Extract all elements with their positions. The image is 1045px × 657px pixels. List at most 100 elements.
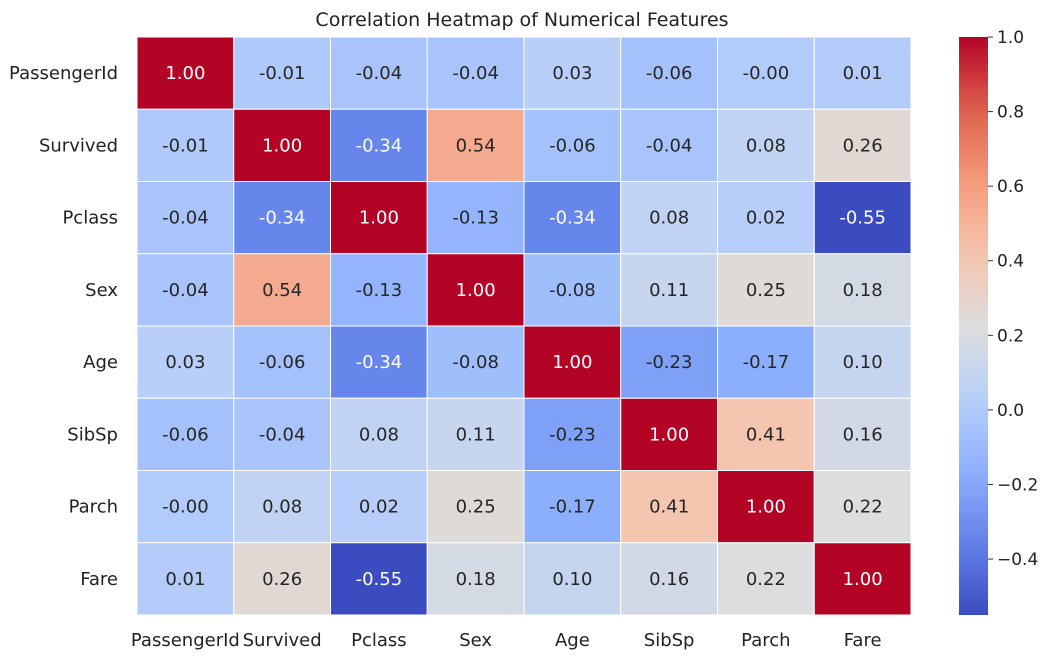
heatmap-cell <box>136 470 235 544</box>
heatmap-cell <box>523 181 622 255</box>
column-tick-label: SibSp <box>644 630 695 651</box>
cell-value-label: -0.08 <box>549 280 596 301</box>
cell-value-label: -0.00 <box>162 497 209 518</box>
heatmap-cell <box>233 181 331 255</box>
cell-value-label: 0.02 <box>359 497 399 518</box>
cell-value-label: 0.16 <box>649 569 689 590</box>
heatmap-cell <box>330 325 428 399</box>
heatmap-cell <box>523 470 622 544</box>
cell-value-label: 0.01 <box>165 569 205 590</box>
heatmap-cell <box>813 325 912 399</box>
heatmap-cell <box>717 397 815 471</box>
heatmap-cell <box>620 108 718 182</box>
heatmap-cell <box>717 181 815 255</box>
heatmap-cell <box>813 181 912 255</box>
cell-value-label: 0.41 <box>746 424 786 445</box>
cell-value-label: -0.55 <box>356 569 403 590</box>
colorbar-tick-label: 0.0 <box>997 401 1024 421</box>
heatmap-cell <box>136 542 235 616</box>
heatmap-cell <box>426 325 525 399</box>
cell-value-label: -0.17 <box>743 352 790 373</box>
column-tick-label: Parch <box>741 630 790 651</box>
heatmap-cell <box>330 542 428 616</box>
column-tick-label: Sex <box>459 630 492 651</box>
cell-value-label: 0.11 <box>456 424 496 445</box>
colorbar-tick-label: 1.0 <box>997 28 1024 48</box>
heatmap-cell <box>523 542 622 616</box>
row-labels: PassengerId Survived Pclass Sex Age SibSp Parc… <box>9 63 118 590</box>
column-tick-label: Pclass <box>351 630 407 651</box>
heatmap-cell <box>330 253 428 327</box>
heatmap-cell <box>717 470 815 544</box>
cell-value-label: 0.25 <box>456 497 496 518</box>
heatmap-cell <box>813 108 912 182</box>
heatmap-cell <box>523 253 622 327</box>
heatmap-cell <box>233 397 331 471</box>
colorbar-tick-label: 0.4 <box>997 252 1024 272</box>
cell-value-label: 0.25 <box>746 280 786 301</box>
cell-value-label: 0.22 <box>746 569 786 590</box>
cell-value-label: 0.03 <box>552 63 592 84</box>
cell-value-label: 0.16 <box>843 424 883 445</box>
cell-value-label: 0.10 <box>552 569 592 590</box>
row-tick-label: Pclass <box>62 208 118 229</box>
cell-value-label: 0.54 <box>262 280 302 301</box>
column-tick-label: Survived <box>243 630 322 651</box>
heatmap-cell <box>620 181 718 255</box>
cell-value-label: -0.04 <box>356 63 403 84</box>
cell-value-label: -0.04 <box>646 135 693 156</box>
heatmap-cell <box>523 397 622 471</box>
column-labels: PassengerId Survived Pclass Sex Age SibSp Parc… <box>131 630 882 651</box>
cell-value-label: 1.00 <box>843 569 883 590</box>
cell-value-label: -0.23 <box>646 352 693 373</box>
cell-value-label: -0.06 <box>162 424 209 445</box>
cell-value-label: -0.34 <box>356 135 403 156</box>
cell-value-label: 1.00 <box>746 497 786 518</box>
cell-value-label: -0.23 <box>549 424 596 445</box>
heatmap-cell <box>620 325 718 399</box>
column-tick-label: Fare <box>844 630 882 651</box>
heatmap-cell <box>426 253 525 327</box>
cell-value-label: 0.08 <box>649 208 689 229</box>
cell-value-label: -0.08 <box>452 352 499 373</box>
row-tick-label: Age <box>83 352 118 373</box>
cell-value-label: 0.03 <box>165 352 205 373</box>
heatmap-cell <box>717 253 815 327</box>
cell-value-label: 0.02 <box>746 208 786 229</box>
colorbar-tick-label: 0.2 <box>997 326 1024 346</box>
row-tick-label: Parch <box>69 497 118 518</box>
heatmap-cell <box>330 470 428 544</box>
heatmap-cell <box>813 470 912 544</box>
heatmap-cell <box>523 36 622 110</box>
cell-value-label: -0.01 <box>259 63 306 84</box>
colorbar-tick-label: 0.6 <box>997 177 1024 197</box>
cell-value-label: 1.00 <box>456 280 496 301</box>
heatmap-cell <box>330 181 428 255</box>
cell-value-label: 1.00 <box>165 63 205 84</box>
cell-value-label: 0.26 <box>843 135 883 156</box>
cell-value-label: 1.00 <box>359 208 399 229</box>
row-tick-label: PassengerId <box>9 63 118 84</box>
heatmap-cell <box>426 542 525 616</box>
cell-value-label: 0.10 <box>843 352 883 373</box>
row-tick-label: Survived <box>39 135 118 156</box>
colorbar-tick-label: 0.8 <box>997 103 1024 123</box>
cell-value-label: -0.13 <box>452 208 499 229</box>
cell-value-label: 0.54 <box>456 135 496 156</box>
cell-value-label: -0.00 <box>743 63 790 84</box>
heatmap-cell <box>717 325 815 399</box>
cell-value-label: -0.17 <box>549 497 596 518</box>
cell-value-label: 0.08 <box>359 424 399 445</box>
row-tick-label: Fare <box>80 569 118 590</box>
cell-value-label: 0.18 <box>843 280 883 301</box>
cell-value-label: 0.18 <box>456 569 496 590</box>
cell-value-label: 0.01 <box>843 63 883 84</box>
heatmap-cell <box>426 36 525 110</box>
heatmap-cell <box>620 397 718 471</box>
cell-value-label: -0.01 <box>162 135 209 156</box>
cell-value-label: 0.08 <box>262 497 302 518</box>
heatmap-cell <box>136 253 235 327</box>
cell-value-label: 0.22 <box>843 497 883 518</box>
heatmap-cell <box>620 470 718 544</box>
